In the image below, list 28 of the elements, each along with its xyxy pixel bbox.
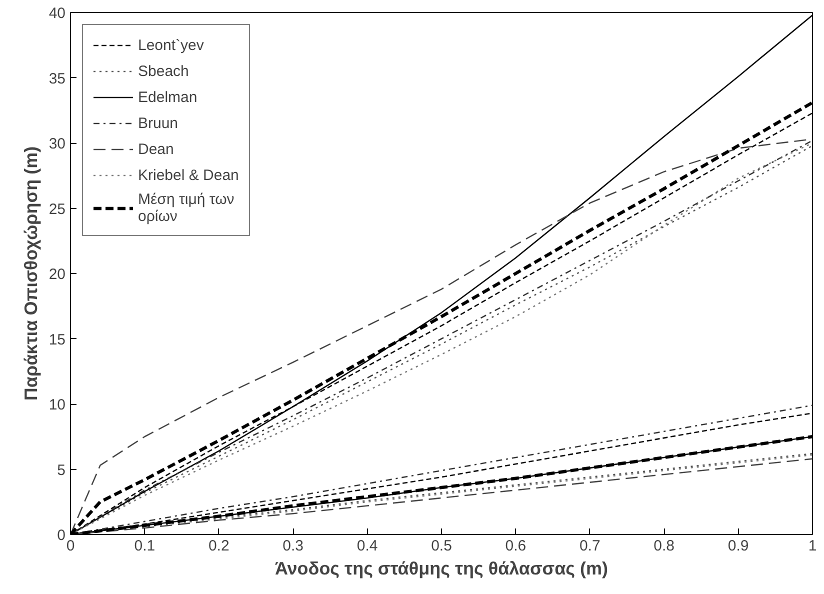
y-tick-label: 0 xyxy=(57,527,66,544)
legend-label: Sbeach xyxy=(138,62,189,80)
y-tick-label: 5 xyxy=(57,462,66,479)
x-tick-label: 0.1 xyxy=(134,538,156,554)
x-tick-label: 0.8 xyxy=(654,538,675,554)
x-tick-label: 0.2 xyxy=(208,538,230,554)
legend-label: Leont`yev xyxy=(138,36,204,54)
y-axis-title: Παράκτια Οπισθοχώρηση (m) xyxy=(20,146,41,401)
x-tick-label: 0.9 xyxy=(728,538,749,554)
x-tick-label: 0.3 xyxy=(282,538,304,554)
y-tick-label: 25 xyxy=(48,200,66,218)
y-tick-label: 35 xyxy=(48,70,66,88)
y-tick-label: 40 xyxy=(48,5,66,22)
y-tick-label: 15 xyxy=(48,331,66,348)
x-tick-label: 1 xyxy=(808,538,817,554)
legend-label: Bruun xyxy=(138,114,178,132)
legend-label: Edelman xyxy=(138,88,198,106)
x-tick-label: 0.7 xyxy=(579,538,600,554)
x-tick-label: 0.4 xyxy=(356,538,378,554)
x-tick-label: 0.5 xyxy=(431,538,452,554)
legend-label: Μέση τιμή των ορίων xyxy=(138,191,234,225)
y-tick-label: 30 xyxy=(48,136,66,152)
legend-label: Dean xyxy=(138,140,174,158)
x-axis-title: Άνοδος της στάθμης της θάλασσας (m) xyxy=(274,558,608,578)
y-tick-label: 10 xyxy=(48,396,66,414)
legend-label: Kriebel & Dean xyxy=(138,166,239,184)
x-tick-label: 0.6 xyxy=(505,538,526,554)
y-tick-label: 20 xyxy=(48,266,66,283)
